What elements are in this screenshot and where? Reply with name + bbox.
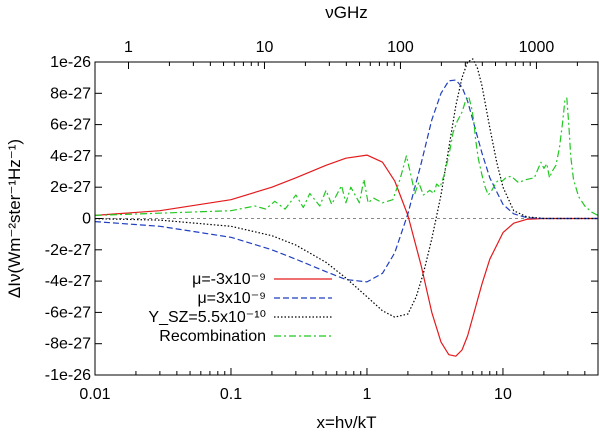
legend-label-1: μ=-3x10⁻⁹ bbox=[192, 271, 266, 288]
y-tick-label: 0 bbox=[82, 211, 91, 228]
axes-layer: 0.01 0.1 1 10 1 10 100 1000 1e-26 8e-27 6e-27 4e-27… bbox=[45, 39, 599, 403]
series-layer bbox=[94, 58, 599, 357]
y-tick-label: -4e-27 bbox=[45, 273, 91, 290]
series-line-4 bbox=[94, 95, 599, 216]
series-line-1 bbox=[94, 154, 598, 357]
y-tick-label: 6e-27 bbox=[50, 117, 91, 134]
y-tick-label: 4e-27 bbox=[50, 148, 91, 165]
top-axis-label: νGHz bbox=[325, 3, 368, 22]
top-tick-label: 1000 bbox=[519, 39, 555, 56]
y-tick-label: -1e-26 bbox=[45, 367, 91, 384]
y-tick-label: 8e-27 bbox=[50, 85, 91, 102]
x-tick-label: 0.1 bbox=[220, 386, 242, 403]
y-tick-label: -6e-27 bbox=[45, 304, 91, 321]
legend-label-4: Recombination bbox=[159, 328, 266, 345]
x-tick-label: 0.01 bbox=[79, 386, 110, 403]
x-tick-label: 10 bbox=[494, 386, 512, 403]
x-axis-label: x=hν/kT bbox=[317, 413, 377, 432]
x-tick-label: 1 bbox=[363, 386, 372, 403]
top-tick-label: 100 bbox=[387, 39, 414, 56]
y-tick-label: 2e-27 bbox=[50, 179, 91, 196]
series-line-2 bbox=[94, 79, 598, 283]
y-axis-label: ΔIν(Wm⁻²ster⁻¹Hz⁻¹) bbox=[5, 139, 24, 298]
y-tick-label: -8e-27 bbox=[45, 336, 91, 353]
top-tick-label: 1 bbox=[124, 39, 133, 56]
y-tick-label: -2e-27 bbox=[45, 242, 91, 259]
legend-label-2: μ=3x10⁻⁹ bbox=[197, 290, 266, 307]
legend: μ=-3x10⁻⁹ μ=3x10⁻⁹ Y_SZ=5.5x10⁻¹⁰ Recombina… bbox=[148, 271, 332, 345]
legend-label-3: Y_SZ=5.5x10⁻¹⁰ bbox=[148, 309, 266, 326]
plot-frame bbox=[94, 61, 599, 376]
top-tick-label: 10 bbox=[256, 39, 274, 56]
y-tick-label: 1e-26 bbox=[50, 54, 91, 71]
